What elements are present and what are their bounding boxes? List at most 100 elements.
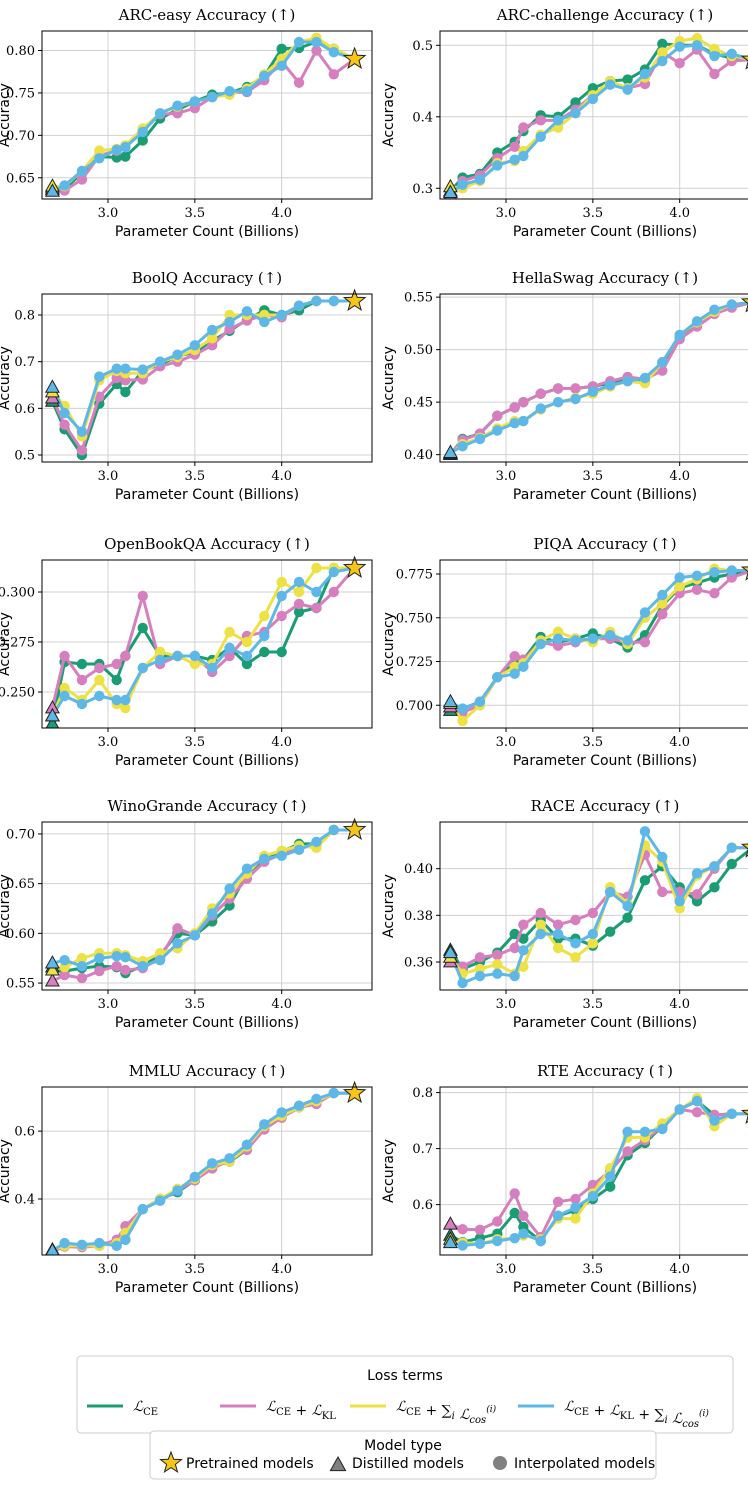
chart-panel: 3.0 3.5 4.0 0.250 0.275 0.300 OpenBookQA Accur… — [0, 535, 373, 769]
interpolated-point-ce_kl — [492, 949, 503, 961]
interpolated-point-ce_kl_cos — [492, 968, 503, 979]
legend-label-part: + — [589, 1403, 610, 1419]
y-axis-label: Accuracy — [381, 1139, 397, 1203]
interpolated-point-ce_cos — [457, 715, 468, 727]
x-tick-label: 3.0 — [496, 206, 517, 221]
series-line-ce_kl — [52, 49, 356, 192]
chart-panel: 3.0 3.5 4.0 0.55 0.60 0.65 0.70 WinoGrande Accu… — [0, 797, 373, 1031]
pretrained-marker — [342, 555, 367, 579]
interpolated-point-ce_kl_cos — [457, 441, 468, 452]
interpolated-point-ce_cos — [657, 47, 668, 58]
interpolated-point-ce — [137, 135, 148, 146]
interpolated-point-ce_kl_cos — [154, 356, 166, 367]
chart-title: PIQA Accuracy (↑) — [533, 535, 676, 553]
interpolated-point-ce_kl_cos — [587, 93, 599, 105]
chart-panel: 3.0 3.5 4.0 0.36 0.38 0.40 RACE Accuracy (↑) Pa… — [381, 797, 748, 1031]
legend-label-part: cos — [682, 1419, 699, 1430]
y-tick-label: 0.36 — [404, 956, 433, 971]
interpolated-point-ce_kl_cos — [535, 638, 546, 650]
legend-label-part: ℒ — [564, 1399, 575, 1415]
pretrained-marker — [740, 843, 748, 858]
interpolated-point-ce_kl_cos — [570, 393, 581, 405]
interpolated-point-ce_kl — [657, 365, 668, 376]
interpolated-point-ce_kl — [535, 388, 546, 399]
interpolated-point-ce_kl_cos — [622, 84, 633, 95]
y-tick-label: 0.775 — [396, 568, 433, 583]
x-tick-label: 3.0 — [98, 1262, 119, 1277]
interpolated-point-ce_cos — [207, 333, 218, 344]
y-tick-label: 0.65 — [6, 171, 35, 186]
interpolated-point-ce_kl_cos — [709, 567, 720, 578]
interpolated-point-ce_kl — [657, 609, 668, 620]
x-tick-label: 3.0 — [496, 735, 517, 750]
chart-title: ARC-easy Accuracy (↑) — [118, 6, 296, 24]
interpolated-point-ce_cos — [59, 682, 70, 694]
legend-model-label: Distilled models — [352, 1456, 464, 1472]
y-axis-label: Accuracy — [0, 874, 13, 938]
interpolated-point-ce_kl_cos — [726, 842, 737, 853]
x-tick-label: 3.5 — [582, 997, 603, 1012]
interpolated-point-ce_kl_cos — [189, 96, 201, 107]
interpolated-point-ce_kl_cos — [59, 1237, 70, 1249]
interpolated-point-ce — [622, 74, 633, 85]
interpolated-point-ce_kl_cos — [154, 108, 166, 119]
interpolated-point-ce_kl_cos — [674, 1104, 685, 1115]
interpolated-point-ce — [570, 97, 581, 108]
y-tick-label: 0.7 — [14, 355, 35, 370]
interpolated-point-ce_kl_cos — [120, 951, 131, 963]
interpolated-point-ce — [293, 606, 305, 618]
interpolated-point-ce — [509, 1207, 520, 1219]
interpolated-point-ce_kl — [518, 919, 529, 930]
interpolated-point-ce_kl_cos — [509, 417, 520, 429]
interpolated-point-ce_kl_cos — [552, 115, 564, 126]
legend-star-icon — [159, 1450, 183, 1474]
distilled-marker-ce_kl — [44, 973, 60, 987]
interpolated-point-ce_kl_cos — [293, 1100, 305, 1111]
chart-panel: 3.0 3.5 4.0 0.40 0.45 0.50 0.55 HellaSwag Accur… — [381, 269, 748, 503]
interpolated-point-ce_kl_cos — [570, 1202, 581, 1213]
plot-frame — [439, 821, 748, 991]
interpolated-point-ce_kl_cos — [726, 48, 737, 60]
interpolated-point-ce_kl — [709, 588, 720, 599]
interpolated-point-ce_kl — [509, 1188, 520, 1199]
interpolated-point-ce_cos — [552, 942, 564, 954]
distilled-marker-ce_kl_cos — [44, 955, 60, 969]
plot-area — [442, 563, 748, 727]
x-axis-label: Parameter Count (Billions) — [115, 224, 299, 240]
interpolated-point-ce_cos — [657, 598, 668, 609]
legend-label-part: (i) — [699, 1408, 709, 1419]
interpolated-point-ce_kl_cos — [605, 79, 616, 90]
interpolated-point-ce_kl_cos — [328, 295, 339, 307]
interpolated-point-ce_kl_cos — [207, 324, 218, 336]
interpolated-point-ce — [241, 658, 253, 670]
series-line-ce_kl_cos — [449, 43, 748, 194]
interpolated-point-ce_kl — [224, 650, 235, 662]
interpolated-point-ce_kl — [570, 1193, 581, 1205]
interpolated-point-ce_kl_cos — [570, 635, 581, 646]
plot-frame — [41, 1086, 373, 1256]
plot-frame — [41, 293, 373, 463]
interpolated-point-ce_kl_cos — [293, 844, 305, 856]
interpolated-point-ce_kl_cos — [691, 1095, 703, 1107]
interpolated-point-ce_kl — [691, 889, 703, 900]
interpolated-point-ce_kl_cos — [535, 403, 546, 414]
x-tick-label: 3.5 — [184, 206, 205, 221]
x-tick-label: 3.0 — [98, 735, 119, 750]
chart-title: HellaSwag Accuracy (↑) — [512, 269, 698, 287]
interpolated-point-ce_kl_cos — [328, 824, 339, 836]
interpolated-point-ce_kl — [94, 965, 105, 977]
distilled-marker-ce — [45, 715, 60, 728]
legend-model-label: Pretrained models — [186, 1456, 314, 1472]
y-axis-label: Accuracy — [381, 874, 397, 938]
interpolated-point-ce — [137, 622, 148, 634]
distilled-marker-ce_kl_cos — [44, 707, 60, 722]
legend-label-part: ℒ — [396, 1399, 407, 1415]
interpolated-point-ce_kl_cos — [552, 633, 564, 644]
interpolated-point-ce_kl — [328, 586, 339, 598]
interpolated-point-ce_kl — [76, 445, 88, 456]
interpolated-point-ce_kl_cos — [657, 589, 668, 601]
legend-title: Model type — [364, 1438, 442, 1454]
interpolated-point-ce_kl_cos — [674, 896, 685, 907]
legend-triangle-icon — [329, 1455, 347, 1472]
interpolated-point-ce_kl_cos — [137, 1203, 148, 1215]
